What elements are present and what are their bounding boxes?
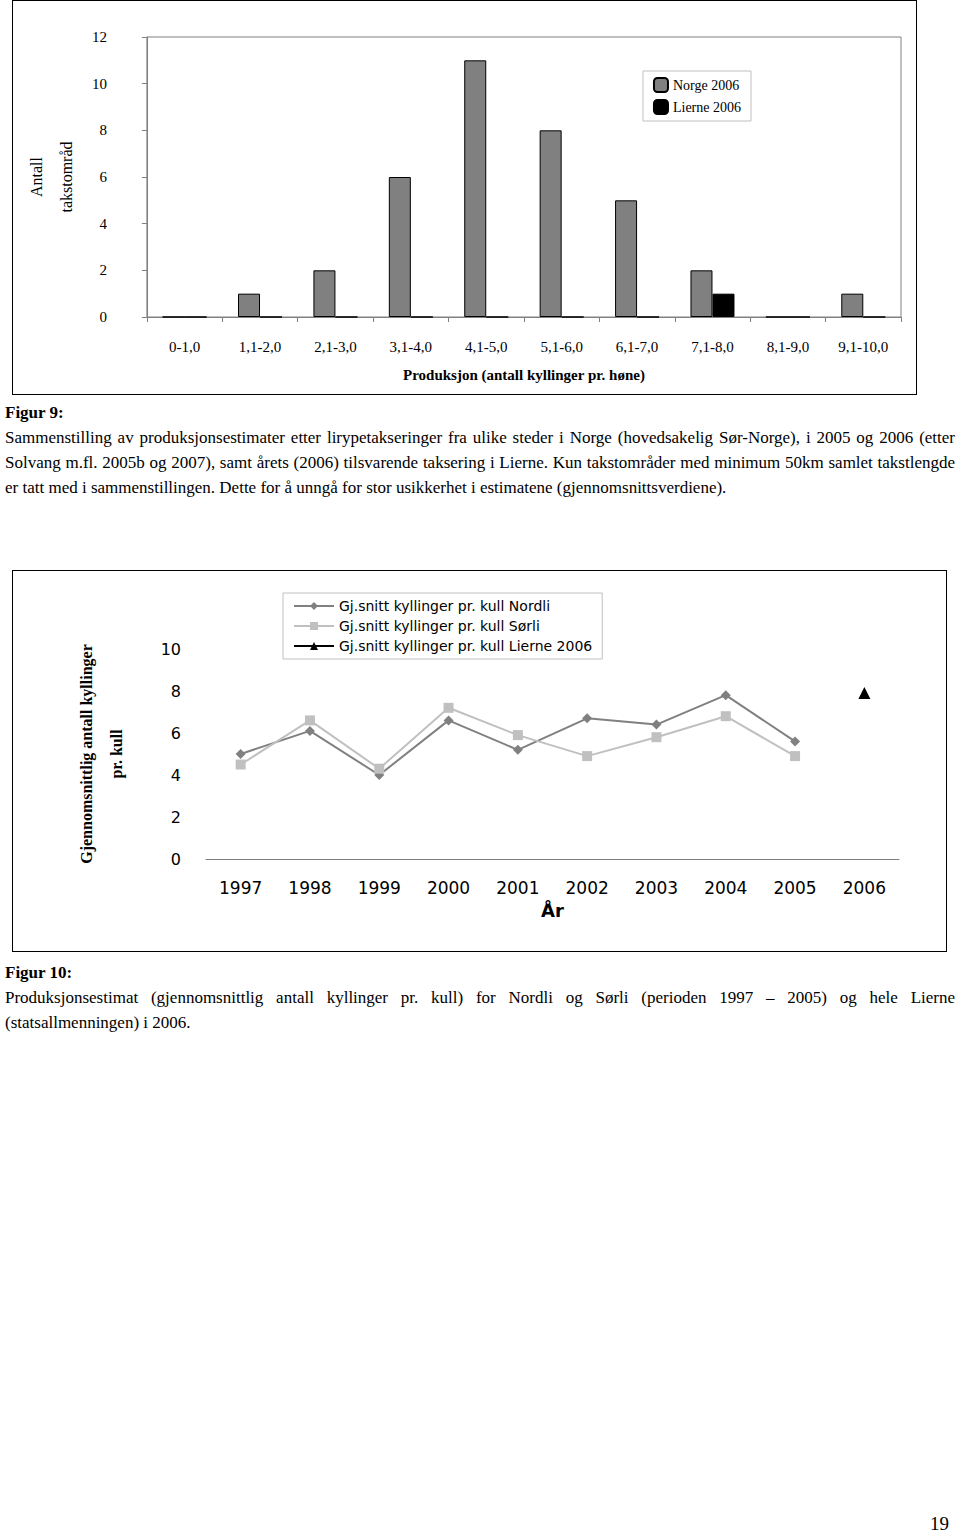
svg-text:takstområd: takstområd [58, 141, 75, 212]
svg-text:8: 8 [99, 122, 107, 138]
svg-text:9,1-10,0: 9,1-10,0 [838, 339, 888, 355]
svg-text:2: 2 [99, 262, 107, 278]
svg-text:Antall: Antall [28, 156, 45, 197]
svg-text:4: 4 [171, 766, 181, 785]
svg-text:8: 8 [171, 682, 181, 701]
svg-text:Gj.snitt kyllinger pr. kull Sø: Gj.snitt kyllinger pr. kull Sørli [339, 618, 540, 634]
svg-text:2001: 2001 [496, 878, 539, 898]
svg-text:Norge 2006: Norge 2006 [673, 78, 739, 93]
svg-text:0: 0 [171, 850, 181, 869]
html-text:Produksjonsestimat (gjennomsni: Produksjonsestimat (gjennomsnittlig anta… [5, 988, 955, 1032]
svg-text:Produksjon (antall kyllinger p: Produksjon (antall kyllinger pr. høne) [403, 367, 645, 384]
svg-text:10: 10 [161, 640, 181, 659]
svg-text:Lierne 2006: Lierne 2006 [673, 100, 741, 115]
svg-text:Gjennomsnittlig antall kylling: Gjennomsnittlig antall kyllinger [78, 644, 96, 864]
svg-text:2002: 2002 [566, 878, 609, 898]
svg-text:6: 6 [171, 724, 181, 743]
svg-text:2,1-3,0: 2,1-3,0 [314, 339, 357, 355]
svg-text:1998: 1998 [288, 878, 331, 898]
html-text:Figur 10:: Figur 10: [5, 963, 73, 982]
svg-text:6: 6 [99, 169, 107, 185]
svg-text:pr. kull: pr. kull [108, 729, 126, 779]
svg-text:Gj.snitt kyllinger pr. kull No: Gj.snitt kyllinger pr. kull Nordli [339, 598, 550, 614]
svg-text:3,1-4,0: 3,1-4,0 [390, 339, 433, 355]
html-text:Sammenstilling av produksjonse: Sammenstilling av produksjonsestimater e… [5, 428, 955, 497]
svg-text:1999: 1999 [358, 878, 401, 898]
svg-text:2006: 2006 [843, 878, 886, 898]
svg-text:2: 2 [171, 808, 181, 827]
svg-text:2004: 2004 [704, 878, 747, 898]
svg-text:År: År [541, 899, 564, 921]
svg-text:8,1-9,0: 8,1-9,0 [767, 339, 810, 355]
svg-text:0-1,0: 0-1,0 [169, 339, 200, 355]
svg-text:6,1-7,0: 6,1-7,0 [616, 339, 659, 355]
svg-text:1,1-2,0: 1,1-2,0 [239, 339, 282, 355]
svg-text:2005: 2005 [773, 878, 816, 898]
svg-text:7,1-8,0: 7,1-8,0 [691, 339, 734, 355]
html-text:Figur 9:: Figur 9: [5, 403, 64, 422]
svg-text:Gj.snitt kyllinger pr. kull Li: Gj.snitt kyllinger pr. kull Lierne 2006 [339, 638, 592, 654]
svg-text:4: 4 [99, 216, 107, 232]
svg-text:2000: 2000 [427, 878, 470, 898]
svg-text:2003: 2003 [635, 878, 678, 898]
svg-text:1997: 1997 [219, 878, 262, 898]
svg-text:12: 12 [92, 29, 107, 45]
svg-text:10: 10 [92, 76, 107, 92]
svg-text:5,1-6,0: 5,1-6,0 [540, 339, 583, 355]
svg-text:4,1-5,0: 4,1-5,0 [465, 339, 508, 355]
html-text:19: 19 [930, 1513, 949, 1534]
svg-text:0: 0 [99, 309, 107, 325]
